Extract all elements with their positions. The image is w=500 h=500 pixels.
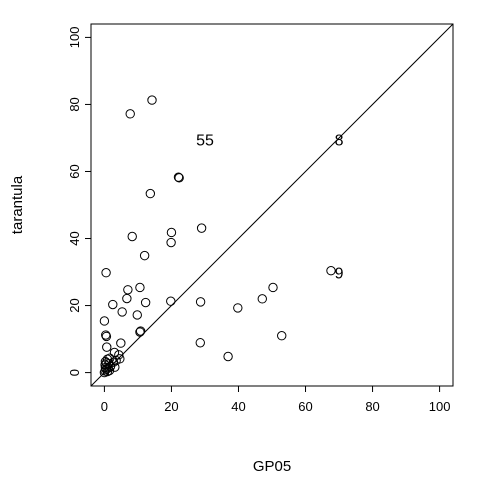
y-tick-label: 80 <box>67 97 82 111</box>
data-point <box>166 237 176 248</box>
data-point <box>116 338 126 348</box>
data-point <box>223 351 233 362</box>
data-point <box>132 310 142 320</box>
data-point <box>173 172 184 182</box>
point-annotation: 55 <box>196 133 214 150</box>
data-point <box>108 299 118 310</box>
data-point <box>105 361 116 372</box>
x-axis-label: GP05 <box>253 458 291 475</box>
data-point <box>127 231 137 242</box>
point-annotation: 8 <box>335 133 344 150</box>
data-point <box>102 342 112 352</box>
identity-line <box>90 23 454 387</box>
y-tick-label: 60 <box>67 164 82 178</box>
data-point <box>195 338 205 348</box>
data-point <box>147 95 157 105</box>
x-axis: 0 20 40 60 80 100 <box>101 385 451 414</box>
data-point <box>277 331 287 341</box>
data-point <box>101 331 112 342</box>
x-tick-label: 100 <box>429 399 451 414</box>
data-point <box>101 330 111 340</box>
data-point <box>139 250 150 261</box>
data-point <box>257 294 267 304</box>
data-point <box>99 367 110 378</box>
data-points <box>99 95 336 378</box>
data-point <box>122 293 132 304</box>
data-point <box>99 316 110 326</box>
data-point <box>135 326 146 336</box>
y-tick-label: 100 <box>67 27 82 49</box>
point-annotations: 55 8 9 <box>196 133 344 283</box>
data-point <box>114 350 124 360</box>
data-point <box>166 227 177 238</box>
data-point <box>135 327 145 337</box>
data-point <box>166 296 176 306</box>
y-axis: 0 20 40 60 80 100 <box>67 27 91 376</box>
data-point <box>195 297 206 307</box>
data-point <box>110 362 120 372</box>
data-point <box>140 297 151 308</box>
data-point <box>196 223 207 233</box>
point-annotation: 9 <box>335 266 344 283</box>
x-tick-label: 60 <box>298 399 312 414</box>
y-axis-label: tarantula <box>9 175 26 234</box>
data-point <box>145 188 156 199</box>
data-point <box>100 356 111 367</box>
data-point <box>117 307 127 317</box>
data-point <box>268 282 278 293</box>
x-tick-label: 0 <box>101 399 108 414</box>
y-tick-label: 20 <box>67 298 82 312</box>
data-point <box>135 282 145 293</box>
data-point <box>101 268 111 278</box>
x-tick-label: 40 <box>231 399 245 414</box>
x-tick-label: 20 <box>164 399 178 414</box>
data-point <box>125 109 135 119</box>
data-point <box>326 265 336 276</box>
data-point <box>123 285 133 295</box>
x-tick-label: 80 <box>365 399 379 414</box>
data-point <box>233 303 243 313</box>
y-tick-label: 0 <box>67 369 82 376</box>
data-point <box>174 173 184 183</box>
y-tick-label: 40 <box>67 231 82 245</box>
